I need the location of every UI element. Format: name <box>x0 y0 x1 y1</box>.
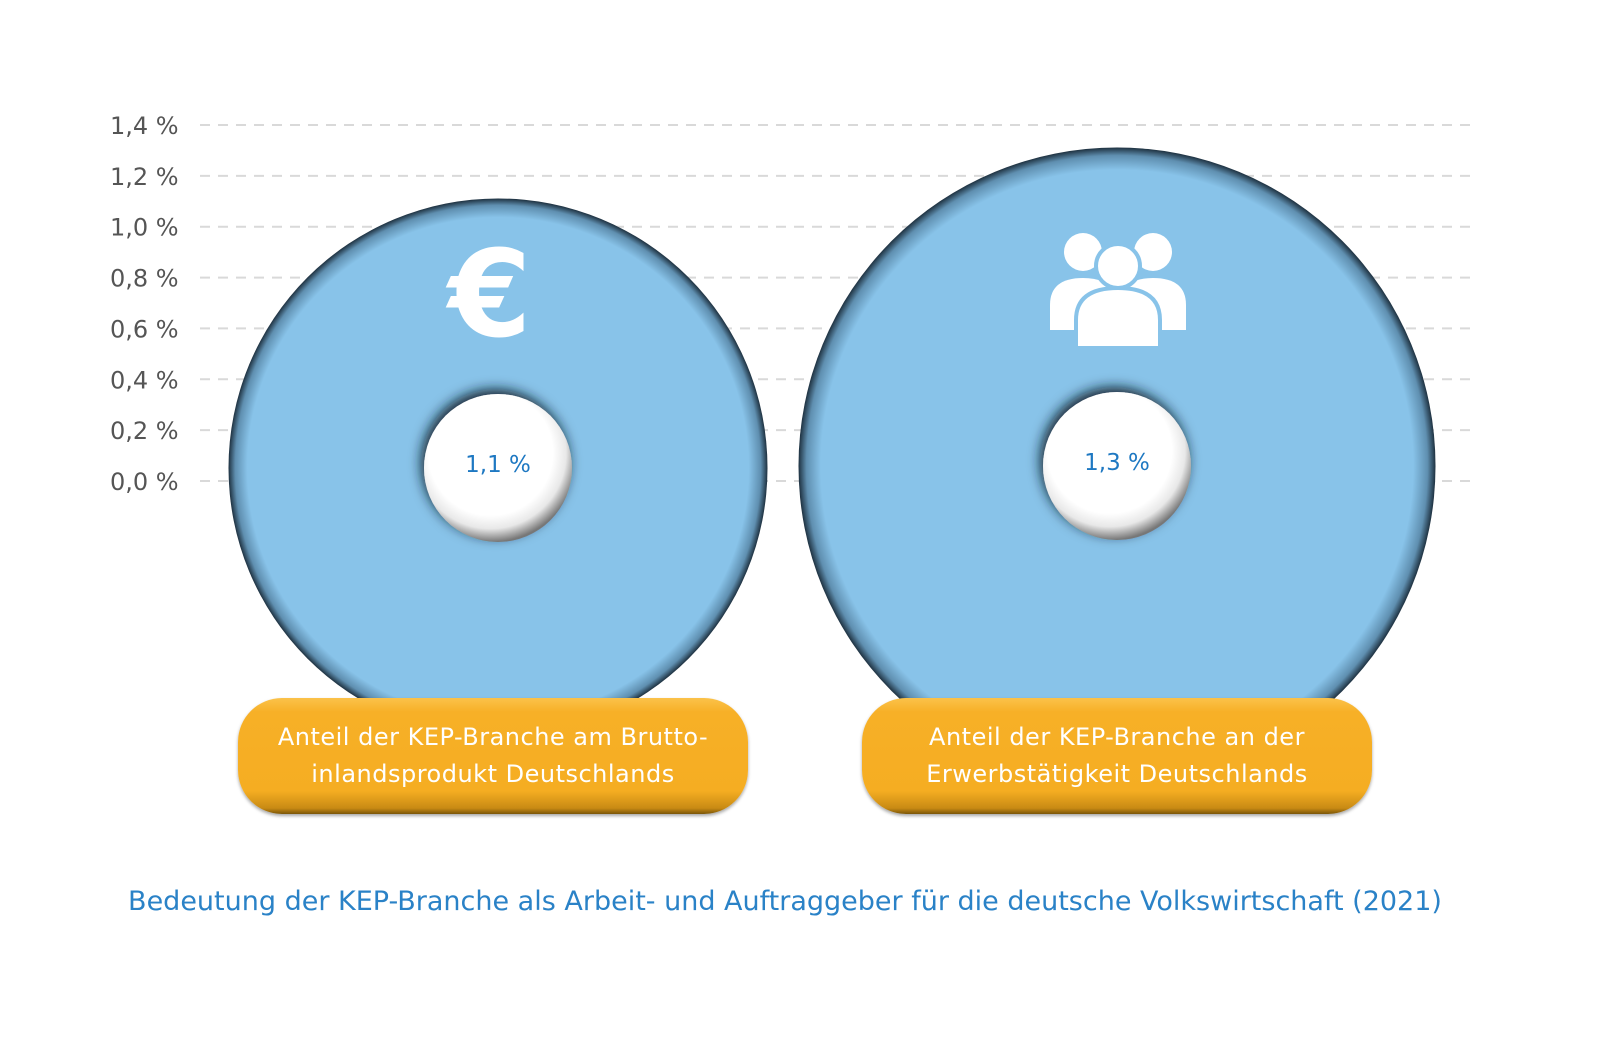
y-tick-label: 1,4 % <box>110 112 179 140</box>
y-tick-label: 0,0 % <box>110 468 179 496</box>
euro-icon: € <box>448 226 532 365</box>
value-hole <box>1043 392 1191 540</box>
chart-title: Bedeutung der KEP-Branche als Arbeit- un… <box>128 886 1442 917</box>
value-hole <box>424 394 572 542</box>
y-tick-label: 0,4 % <box>110 366 179 394</box>
y-tick-label: 0,8 % <box>110 265 179 293</box>
value-label: 1,1 % <box>465 452 531 478</box>
y-tick-label: 0,6 % <box>110 315 179 343</box>
value-label: 1,3 % <box>1084 450 1150 476</box>
category-label: Anteil der KEP-Branche am Brutto- inland… <box>238 698 748 814</box>
people-icon <box>1050 233 1186 350</box>
y-tick-label: 1,2 % <box>110 163 179 191</box>
y-tick-label: 0,2 % <box>110 417 179 445</box>
y-tick-label: 1,0 % <box>110 214 179 242</box>
category-label: Anteil der KEP-Branche an der Erwerbstät… <box>862 698 1372 814</box>
